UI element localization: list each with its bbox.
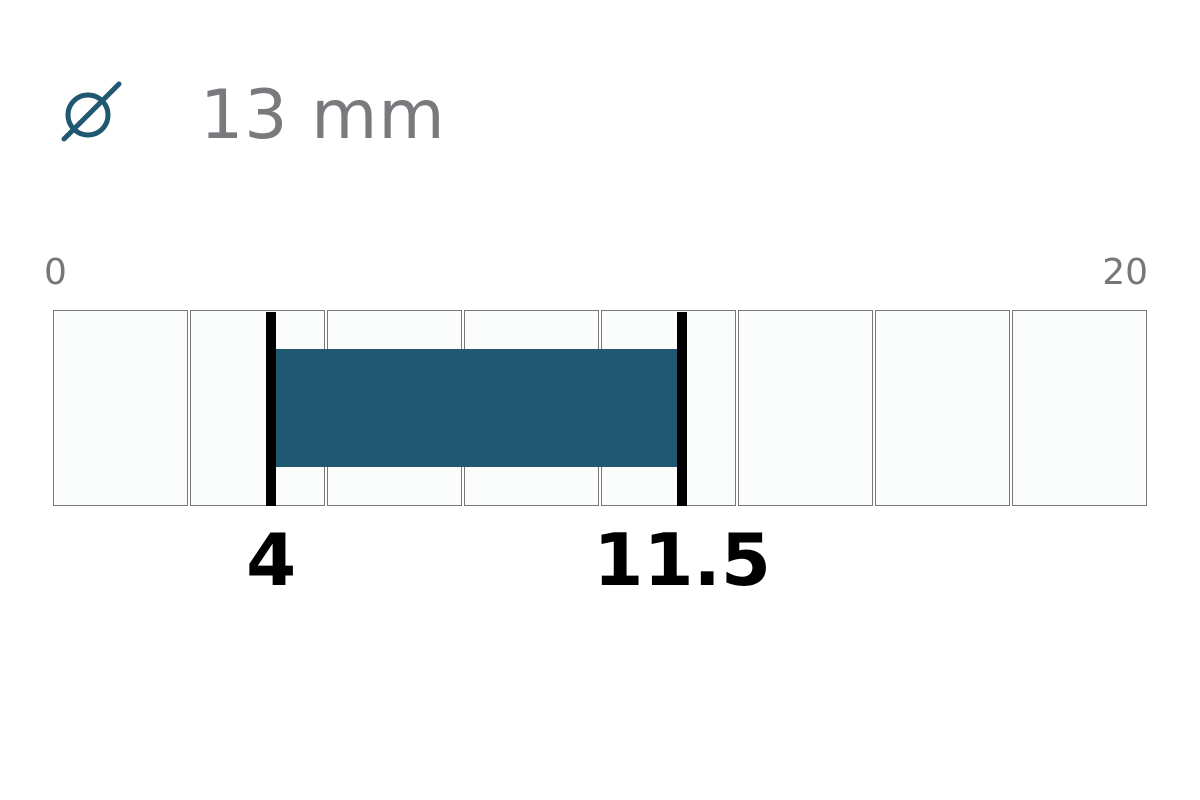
range-track <box>52 310 1148 506</box>
scale-cell <box>738 310 873 506</box>
scale-cell <box>875 310 1010 506</box>
scale-max-label: 20 <box>1102 252 1148 293</box>
diameter-icon <box>61 81 122 142</box>
range-fill <box>271 349 683 467</box>
selected-max-label: 11.5 <box>593 518 772 602</box>
selected-min-label: 4 <box>246 518 297 602</box>
diameter-value: 13 mm <box>200 76 446 155</box>
scale-cell <box>53 310 188 506</box>
range-min-marker <box>266 312 277 506</box>
range-max-marker <box>677 312 688 506</box>
scale-cell <box>1012 310 1147 506</box>
scale-min-label: 0 <box>44 252 67 293</box>
